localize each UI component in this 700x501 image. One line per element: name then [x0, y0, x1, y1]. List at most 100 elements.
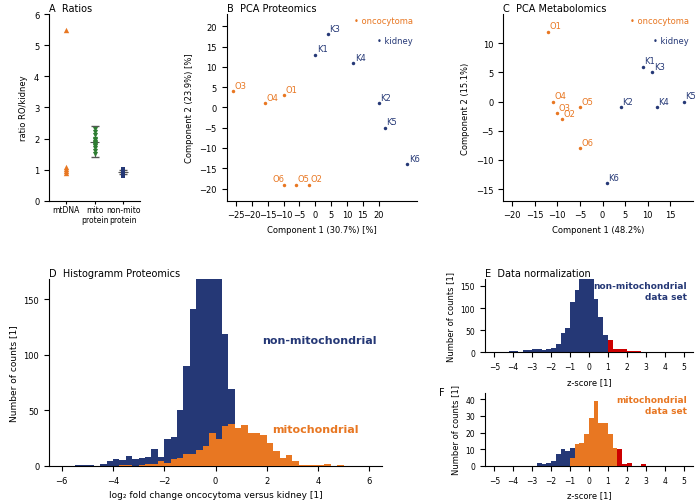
Point	[118, 170, 129, 178]
Point	[60, 164, 71, 172]
Text: D  Histogramm Proteomics: D Histogramm Proteomics	[49, 269, 180, 279]
Text: K4: K4	[355, 54, 365, 63]
Bar	[286, 464, 293, 466]
Bar	[551, 348, 556, 353]
Text: mitochondrial
data set: mitochondrial data set	[616, 395, 687, 415]
Bar	[598, 317, 603, 353]
Bar	[139, 465, 145, 466]
Bar	[636, 352, 641, 353]
Y-axis label: Number of counts [1]: Number of counts [1]	[446, 271, 455, 361]
Bar	[556, 345, 561, 353]
Text: O2: O2	[564, 110, 575, 119]
Bar	[113, 459, 120, 466]
Point	[574, 145, 585, 153]
Bar	[293, 461, 299, 466]
Bar	[589, 418, 594, 466]
Text: O3: O3	[234, 82, 246, 91]
Point	[228, 88, 239, 96]
Bar	[561, 333, 566, 353]
Point	[89, 126, 100, 134]
Point	[290, 181, 302, 189]
Bar	[241, 425, 248, 466]
Text: K5: K5	[685, 92, 696, 101]
Point	[348, 60, 359, 68]
Bar	[234, 434, 241, 466]
Text: O1: O1	[285, 86, 297, 95]
Bar	[196, 264, 203, 466]
Bar	[626, 462, 631, 466]
Bar	[293, 464, 299, 466]
Y-axis label: ratio RO/kidney: ratio RO/kidney	[20, 76, 28, 141]
Text: O2: O2	[311, 175, 323, 184]
Text: O5: O5	[581, 98, 593, 107]
Bar	[337, 465, 344, 466]
Bar	[267, 443, 273, 466]
Point	[552, 110, 563, 118]
Text: K6: K6	[409, 155, 419, 164]
Point	[647, 69, 658, 77]
Bar	[190, 454, 196, 466]
Point	[118, 166, 129, 174]
Bar	[126, 465, 132, 466]
Bar	[222, 426, 228, 466]
Bar	[81, 465, 88, 466]
Bar	[267, 458, 273, 466]
Point	[118, 169, 129, 177]
Bar	[547, 349, 551, 353]
Bar	[547, 462, 551, 466]
Bar	[312, 465, 318, 466]
Text: O5: O5	[298, 175, 309, 184]
Point	[615, 104, 626, 112]
Bar	[584, 273, 589, 353]
Bar	[228, 389, 235, 466]
Bar	[254, 433, 260, 466]
Text: K2: K2	[622, 98, 633, 107]
Text: • kidney: • kidney	[377, 38, 413, 47]
Point	[60, 170, 71, 178]
Bar	[248, 454, 254, 466]
Bar	[594, 401, 598, 466]
Point	[118, 169, 129, 177]
Text: B  PCA Proteomics: B PCA Proteomics	[227, 5, 316, 14]
Bar	[589, 280, 594, 353]
Text: • oncocytoma: • oncocytoma	[630, 17, 690, 26]
Point	[118, 167, 129, 175]
Bar	[100, 464, 106, 466]
Point	[638, 64, 649, 72]
Bar	[566, 451, 570, 466]
Bar	[158, 461, 164, 466]
Text: O6: O6	[272, 175, 284, 184]
Point	[89, 141, 100, 149]
X-axis label: Component 1 (48.2%): Component 1 (48.2%)	[552, 225, 644, 234]
Bar	[183, 454, 190, 466]
Bar	[164, 462, 171, 466]
Point	[118, 169, 129, 177]
Bar	[603, 423, 608, 466]
Bar	[612, 349, 617, 353]
Bar	[584, 434, 589, 466]
Bar	[241, 436, 248, 466]
Bar	[299, 465, 305, 466]
Point	[118, 167, 129, 175]
Bar	[594, 300, 598, 353]
Bar	[542, 464, 547, 466]
Bar	[626, 352, 631, 353]
Point	[402, 161, 413, 169]
Point	[118, 166, 129, 174]
Bar	[171, 459, 177, 466]
Bar	[216, 439, 222, 466]
Bar	[126, 456, 132, 466]
Bar	[164, 439, 171, 466]
X-axis label: z-score [1]: z-score [1]	[566, 490, 611, 499]
Bar	[305, 465, 312, 466]
Point	[89, 138, 100, 146]
Point	[601, 180, 612, 188]
Text: K1: K1	[317, 45, 328, 54]
Bar	[139, 458, 145, 466]
Bar	[273, 451, 279, 466]
Point	[574, 104, 585, 112]
Point	[89, 132, 100, 140]
Bar	[158, 457, 164, 466]
Point	[651, 104, 662, 112]
Point	[118, 172, 129, 180]
